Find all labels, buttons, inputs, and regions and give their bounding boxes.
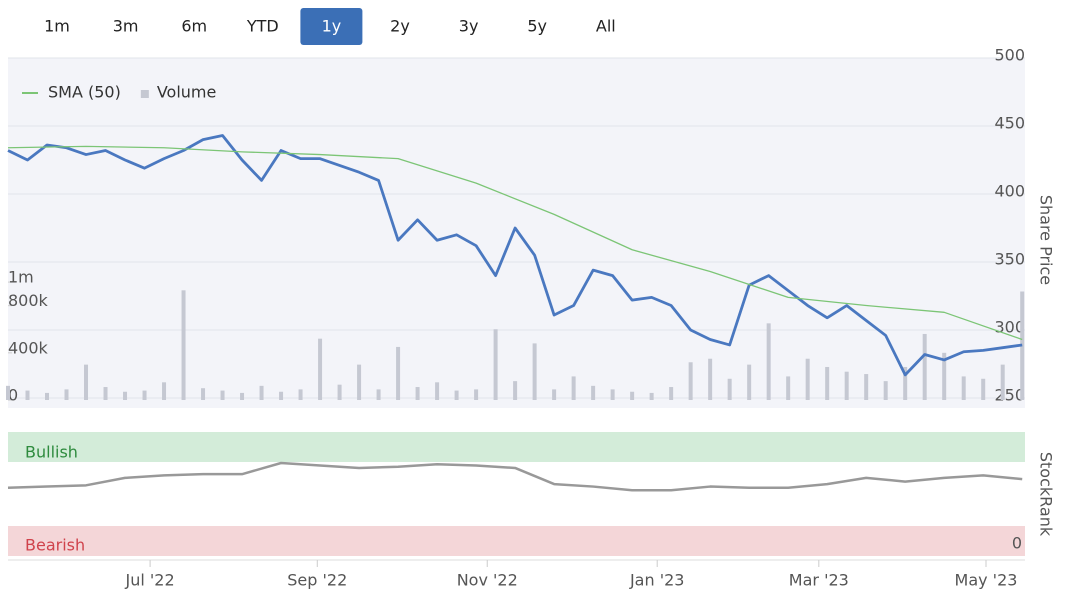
y-tick-label: 300	[994, 318, 1025, 337]
bearish-label: Bearish	[25, 536, 85, 555]
y-tick-label: 450	[994, 114, 1025, 133]
volume-bar	[961, 376, 966, 400]
x-tick-label: Sep '22	[287, 571, 347, 590]
range-button[interactable]: 3m	[113, 17, 139, 36]
range-button[interactable]: 5y	[527, 17, 547, 36]
line	[7, 461, 1023, 492]
range-button[interactable]: 6m	[181, 17, 207, 36]
y-tick-label: 400	[994, 182, 1025, 201]
range-button[interactable]: 3y	[459, 17, 479, 36]
volume-bar	[708, 358, 713, 400]
volume-bar	[610, 389, 615, 400]
volume-bar	[337, 384, 342, 400]
volume-bar	[805, 358, 810, 400]
y-tick-label: 0	[1012, 534, 1022, 553]
x-tick-label: May '23	[955, 571, 1018, 590]
volume-bar	[123, 391, 128, 400]
volume-bar	[142, 390, 147, 400]
volume-bar	[6, 385, 10, 400]
volume-bar	[649, 392, 654, 400]
volume-bar	[786, 376, 791, 400]
y2-tick-label: 400k	[8, 338, 49, 357]
volume-bar	[181, 290, 186, 400]
y-tick-label: 350	[994, 250, 1025, 269]
plot-area	[8, 58, 1025, 408]
volume-bar	[162, 382, 167, 400]
volume-bar	[201, 388, 206, 400]
range-button[interactable]: 2y	[390, 17, 410, 36]
line	[7, 145, 1023, 341]
x-tick-label: Mar '23	[789, 571, 849, 590]
volume-bar	[766, 323, 771, 400]
volume-bar	[220, 390, 225, 400]
volume-bar	[318, 338, 323, 400]
volume-bar	[64, 389, 69, 400]
volume-bar	[591, 385, 596, 400]
volume-bar	[84, 364, 89, 400]
legend-swatch	[140, 90, 149, 98]
y-tick-label: 500	[994, 46, 1025, 65]
volume-bar	[942, 352, 947, 400]
volume-bar	[1000, 364, 1005, 400]
volume-bar	[981, 378, 986, 400]
volume-bar	[240, 392, 245, 400]
legend-label: Volume	[157, 83, 217, 102]
volume-bar	[922, 333, 927, 400]
volume-bar	[435, 382, 440, 400]
range-button[interactable]: YTD	[246, 17, 279, 36]
y-axis-title: Share Price	[1037, 195, 1056, 285]
volume-bar	[727, 378, 732, 400]
volume-bar	[396, 346, 401, 400]
volume-bar	[376, 389, 381, 400]
volume-bar	[279, 391, 284, 400]
volume-bar	[454, 390, 459, 400]
volume-bar	[883, 381, 888, 400]
range-button[interactable]: All	[596, 17, 616, 36]
volume-bar	[45, 392, 50, 400]
volume-bar	[669, 387, 674, 400]
volume-bar	[747, 364, 752, 400]
volume-bar	[298, 389, 303, 400]
volume-bar	[532, 343, 537, 400]
volume-bar	[688, 362, 693, 400]
volume-bar	[571, 376, 576, 400]
volume-bar	[825, 366, 830, 400]
bullish-label: Bullish	[25, 443, 78, 462]
volume-bar	[415, 387, 420, 400]
volume-bar	[259, 385, 264, 400]
volume-bar	[25, 390, 30, 400]
y2-tick-label: 0	[8, 386, 18, 405]
bearish-band	[8, 526, 1025, 556]
volume-bar	[630, 391, 635, 400]
legend-label: SMA (50)	[48, 83, 121, 102]
volume-bar	[474, 389, 479, 400]
y2-tick-label: 800k	[8, 291, 49, 310]
volume-bar	[844, 371, 849, 400]
volume-bar	[864, 374, 869, 400]
volume-bar	[552, 389, 557, 400]
volume-bar	[513, 381, 518, 400]
bullish-band	[8, 432, 1025, 462]
x-tick-label: Jan '23	[629, 571, 685, 590]
x-tick-label: Nov '22	[457, 571, 518, 590]
line	[7, 134, 1023, 377]
range-button[interactable]: 1m	[44, 17, 70, 36]
x-tick-label: Jul '22	[125, 571, 175, 590]
volume-bar	[493, 329, 498, 400]
volume-bar	[903, 366, 908, 400]
volume-bar	[103, 387, 108, 400]
y2-tick-label: 1m	[8, 268, 34, 287]
volume-bar	[357, 364, 362, 400]
y-axis-title: StockRank	[1037, 452, 1056, 537]
range-button-bg	[300, 8, 363, 45]
range-button[interactable]: 1y	[322, 17, 342, 36]
